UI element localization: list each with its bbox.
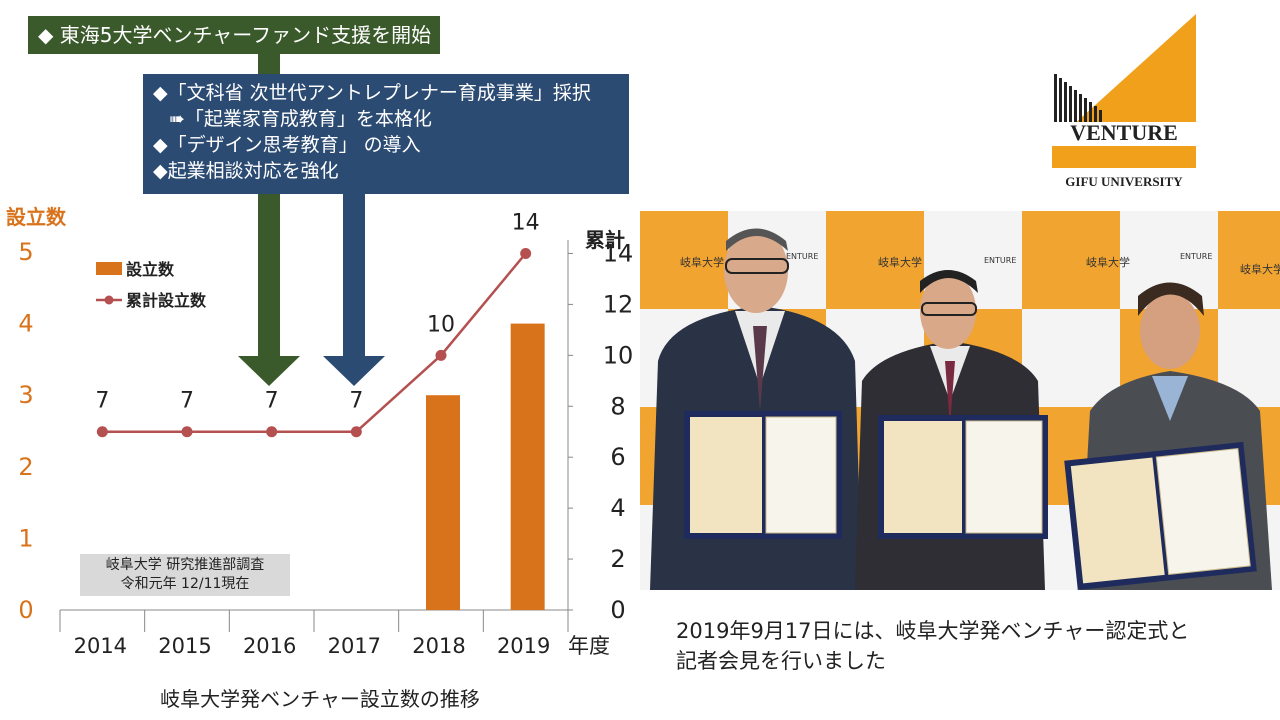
left-axis-title: 設立数 <box>6 205 67 229</box>
left-tick-label: 1 <box>18 524 33 552</box>
blue-arrow <box>323 194 385 386</box>
line-point <box>435 349 447 361</box>
backdrop-tile <box>1022 211 1120 309</box>
left-tick-label: 2 <box>18 453 33 481</box>
backdrop-text-1: 岐阜大学 <box>680 255 724 269</box>
backdrop-tile <box>640 211 728 309</box>
survey-note-line-1: 岐阜大学 研究推進部調査 <box>105 557 265 573</box>
backdrop-tile <box>826 211 924 309</box>
chart-bars <box>426 323 545 610</box>
ceremony-photo: 岐阜大学 岐阜大学 岐阜大学 岐阜大学 ENTURE ENTURE ENTURE <box>640 211 1280 590</box>
banner-blue-line-1: ◆「文科省 次世代アントレプレナー育成事業」採択 <box>153 82 591 104</box>
category-label: 2015 <box>158 634 211 658</box>
survey-note-line-2: 令和元年 12/11現在 <box>120 576 250 592</box>
certificate-right <box>1064 441 1257 590</box>
right-tick-label: 10 <box>603 341 634 369</box>
banner-blue: ◆「文科省 次世代アントレプレナー育成事業」採択 ➠「起業家育成教育」を本格化 … <box>143 74 629 194</box>
legend-label-line: 累計設立数 <box>126 291 207 310</box>
logo-subtext: GIFU UNIVERSITY <box>1065 174 1183 189</box>
photo-caption-line-1: 2019年9月17日には、岐阜大学発ベンチャー認定式と <box>676 619 1190 643</box>
right-tick-label: 2 <box>610 545 625 573</box>
category-label: 2014 <box>74 634 127 658</box>
banner-blue-line-3: ◆「デザイン思考教育」 の導入 <box>153 134 421 156</box>
banner-blue-line-2: ➠「起業家育成教育」を本格化 <box>169 108 432 130</box>
venture-logo: VENTURE GIFU UNIVERSITY <box>1052 14 1196 189</box>
left-tick-label: 4 <box>18 310 33 338</box>
backdrop-text-3: 岐阜大学 <box>1086 255 1130 269</box>
chart-line <box>96 247 532 438</box>
backdrop-small-1: ENTURE <box>786 252 818 261</box>
bar <box>510 323 545 610</box>
left-tick-label: 0 <box>18 596 33 624</box>
banner-blue-line-4: ◆起業相談対応を強化 <box>153 160 339 182</box>
line-point <box>350 426 362 438</box>
photo-caption-line-2: 記者会見を行いました <box>676 649 886 673</box>
right-tick-label: 14 <box>603 239 634 267</box>
line-point <box>266 426 278 438</box>
logo-text: VENTURE <box>1070 120 1178 145</box>
right-tick-label: 8 <box>610 392 625 420</box>
right-axis-title: 累計 <box>585 228 625 252</box>
backdrop-text-2: 岐阜大学 <box>878 255 922 269</box>
line-point <box>520 247 532 259</box>
backdrop-small-2: ENTURE <box>984 256 1016 265</box>
legend-label-bar: 設立数 <box>126 260 175 279</box>
certificate-middle <box>878 415 1048 539</box>
banner-green: ◆ 東海5大学ベンチャーファンド支援を開始 <box>28 16 440 54</box>
line-point <box>181 426 193 438</box>
cumulative-line <box>102 252 527 433</box>
left-tick-label: 3 <box>18 381 33 409</box>
data-label: 14 <box>512 210 540 235</box>
survey-note: 岐阜大学 研究推進部調査 令和元年 12/11現在 <box>80 554 290 596</box>
data-label: 10 <box>427 312 455 337</box>
data-label: 7 <box>95 389 109 414</box>
right-tick-label: 4 <box>610 494 625 522</box>
legend-swatch-marker <box>104 295 114 305</box>
x-axis-unit: 年度 <box>568 634 610 658</box>
category-label: 2016 <box>243 634 296 658</box>
backdrop-tile <box>1022 309 1120 407</box>
line-point <box>96 426 108 438</box>
left-tick-label: 5 <box>18 238 33 266</box>
category-label: 2017 <box>328 634 381 658</box>
right-tick-label: 12 <box>603 290 634 318</box>
right-tick-label: 6 <box>610 443 625 471</box>
photo-caption: 2019年9月17日には、岐阜大学発ベンチャー認定式と 記者会見を行いました <box>676 616 1266 676</box>
backdrop-text-4: 岐阜大学 <box>1240 262 1280 276</box>
chart-labels: 7 7 7 7 10 14 <box>95 210 539 413</box>
legend: 設立数 累計設立数 <box>96 260 207 310</box>
legend-swatch-bar <box>96 262 122 275</box>
certificate-left <box>684 411 842 539</box>
chart-caption: 岐阜大学発ベンチャー設立数の推移 <box>160 687 480 711</box>
data-label: 7 <box>180 389 194 414</box>
bar <box>426 395 460 610</box>
category-label: 2019 <box>497 634 550 658</box>
category-label: 2018 <box>412 634 465 658</box>
right-tick-label: 0 <box>610 596 625 624</box>
data-label: 7 <box>349 389 363 414</box>
data-label: 7 <box>265 389 279 414</box>
backdrop-tile <box>1218 211 1280 309</box>
backdrop-small-3: ENTURE <box>1180 252 1212 261</box>
